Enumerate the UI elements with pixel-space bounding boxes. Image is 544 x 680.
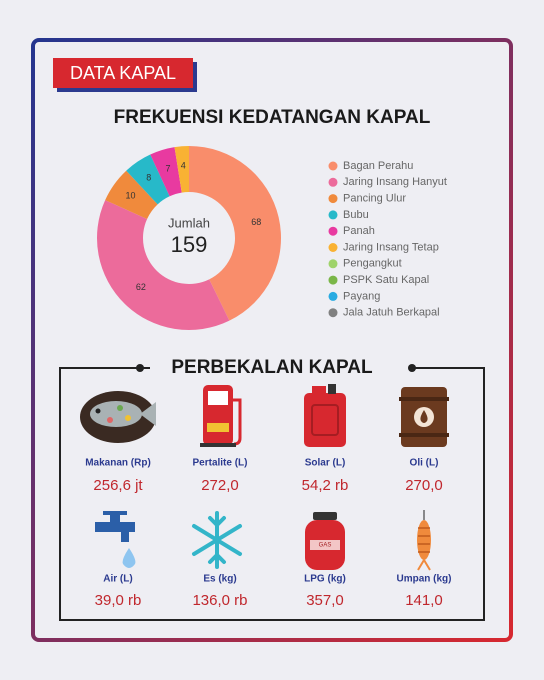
icon-food	[80, 391, 156, 443]
item-value: 270,0	[405, 477, 443, 494]
item-label: LPG (kg)	[304, 574, 346, 585]
legend-label: Bagan Perahu	[343, 160, 413, 172]
item-label: Air (L)	[103, 574, 132, 585]
legend-swatch	[328, 291, 338, 301]
slice-label: 62	[136, 282, 146, 292]
slice-label: 10	[125, 190, 135, 200]
slice	[150, 147, 182, 197]
legend-label: Bubu	[343, 209, 369, 221]
dot	[136, 364, 144, 372]
slice-label: 68	[251, 217, 261, 227]
frame	[31, 38, 513, 642]
icon-barrel	[399, 387, 449, 447]
legend-swatch	[328, 210, 338, 220]
provisions-grid: Makanan (Rp) 256,6 jt Pertalite (L) 272,…	[85, 458, 451, 609]
slice	[189, 146, 281, 321]
header-title: DATA KAPAL	[70, 63, 176, 83]
legend-label: PSPK Satu Kapal	[343, 274, 429, 286]
chart-title: FREKUENSI KEDATANGAN KAPAL	[114, 107, 431, 128]
icon-bait	[417, 510, 431, 571]
item-label: Solar (L)	[305, 458, 346, 469]
legend-label: Payang	[343, 290, 380, 302]
icon-lpg: GAS	[305, 512, 345, 570]
legend-label: Pengangkut	[343, 258, 402, 270]
icon-pump	[200, 385, 242, 447]
item-value: 272,0	[201, 477, 239, 494]
item-label: Es (kg)	[203, 574, 236, 585]
dot	[408, 364, 416, 372]
center-total: 159	[171, 232, 208, 257]
icon-snowflake	[192, 511, 242, 569]
center-label: Jumlah	[168, 215, 210, 230]
item-value: 256,6 jt	[93, 477, 143, 494]
item-value: 39,0 rb	[95, 592, 142, 609]
legend-label: Panah	[343, 225, 375, 237]
icon-jerrycan	[304, 384, 346, 447]
legend-label: Jala Jatuh Berkapal	[343, 307, 440, 319]
donut: 68 62 10 8 7 4	[96, 146, 281, 330]
legend-label: Pancing Ulur	[343, 193, 406, 205]
slice-label: 8	[146, 173, 151, 183]
badge	[53, 58, 193, 88]
slice	[126, 154, 170, 205]
legend-swatch	[328, 275, 338, 285]
slice	[174, 146, 189, 193]
legend-swatch	[328, 177, 338, 187]
section-box	[59, 367, 485, 621]
legend-swatch	[328, 161, 338, 171]
legend-swatch	[328, 308, 338, 318]
item-value: 136,0 rb	[192, 592, 247, 609]
slice	[96, 200, 230, 330]
legend-swatch	[328, 194, 338, 204]
item-label: Pertalite (L)	[192, 458, 247, 469]
legend-swatch	[328, 226, 338, 236]
slice-label: 7	[165, 164, 170, 174]
legend: Bagan Perahu Jaring Insang Hanyut Pancing …	[328, 160, 447, 319]
icon-faucet	[95, 511, 136, 568]
item-value: 357,0	[306, 592, 344, 609]
legend-label: Jaring Insang Tetap	[343, 241, 439, 253]
item-label: Oli (L)	[410, 458, 439, 469]
legend-label: Jaring Insang Hanyut	[343, 176, 447, 188]
slice	[105, 170, 158, 220]
icon-text: GAS	[319, 543, 332, 549]
legend-swatch	[328, 259, 338, 269]
slice-label: 4	[181, 161, 186, 171]
section-title: PERBEKALAN KAPAL	[171, 357, 373, 378]
item-value: 141,0	[405, 592, 443, 609]
item-label: Umpan (kg)	[397, 574, 452, 585]
item-value: 54,2 rb	[302, 477, 349, 494]
legend-swatch	[328, 243, 338, 252]
item-label: Makanan (Rp)	[85, 458, 151, 469]
